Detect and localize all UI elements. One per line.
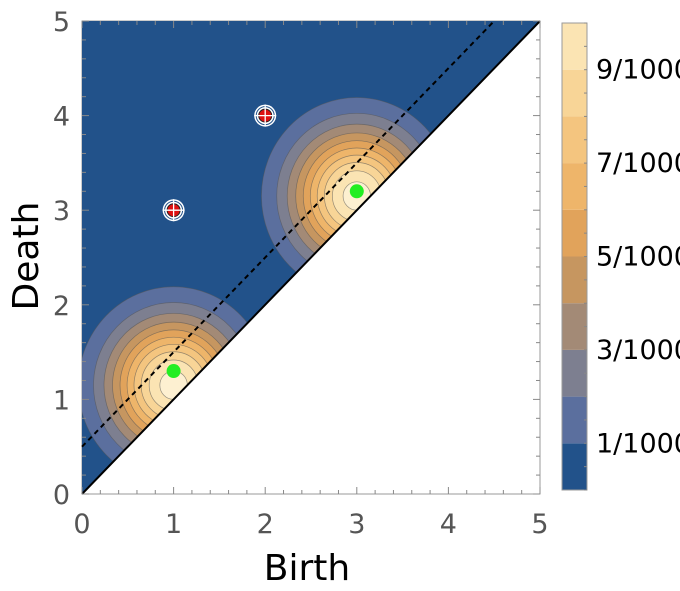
- colorbar-band: [562, 349, 587, 397]
- colorbar-band: [562, 163, 587, 210]
- colorbar-label: 3/1000: [596, 335, 680, 366]
- x-tick-label: 3: [348, 509, 365, 540]
- x-tick-label: 2: [257, 509, 274, 540]
- colorbar-band: [562, 23, 587, 70]
- colorbar-label: 9/1000: [596, 55, 680, 86]
- colorbar-labels: 1/1000 3/1000 5/1000 7/1000 9/1000: [596, 55, 680, 460]
- red-target-point: [162, 199, 185, 222]
- red-target-point: [254, 104, 277, 127]
- x-tick-label: 1: [165, 509, 182, 540]
- colorbar-band: [562, 116, 587, 164]
- data-points: [162, 104, 364, 379]
- y-tick-label: 5: [53, 7, 70, 38]
- y-tick-label: 1: [53, 385, 70, 416]
- green-point: [166, 364, 181, 379]
- x-tick-label: 5: [531, 509, 548, 540]
- colorbar-label: 5/1000: [596, 242, 680, 273]
- colorbar-band: [562, 69, 587, 117]
- y-tick-labels: 0 1 2 3 4 5: [53, 7, 70, 511]
- x-tick-label: 4: [440, 509, 457, 540]
- colorbar-label: 7/1000: [596, 148, 680, 179]
- y-tick-label: 3: [53, 196, 70, 227]
- colorbar-band: [562, 256, 587, 304]
- colorbar-band: [562, 209, 587, 257]
- axis-ticks: [81, 20, 541, 495]
- y-tick-label: 0: [53, 480, 70, 511]
- colorbar-band: [562, 443, 587, 490]
- diagonal-line: [81, 20, 541, 495]
- y-tick-label: 4: [53, 102, 70, 133]
- green-point: [349, 184, 364, 199]
- x-tick-labels: 0 1 2 3 4 5: [73, 509, 548, 540]
- colorbar: [561, 22, 588, 491]
- y-axis-title: Death: [6, 202, 47, 311]
- y-tick-label: 2: [53, 291, 70, 322]
- x-axis-title: Birth: [264, 548, 350, 589]
- x-tick-label: 0: [73, 509, 90, 540]
- colorbar-band: [562, 303, 587, 350]
- plot-area: [81, 20, 541, 495]
- colorbar-label: 1/1000: [596, 428, 680, 459]
- colorbar-band: [562, 396, 587, 444]
